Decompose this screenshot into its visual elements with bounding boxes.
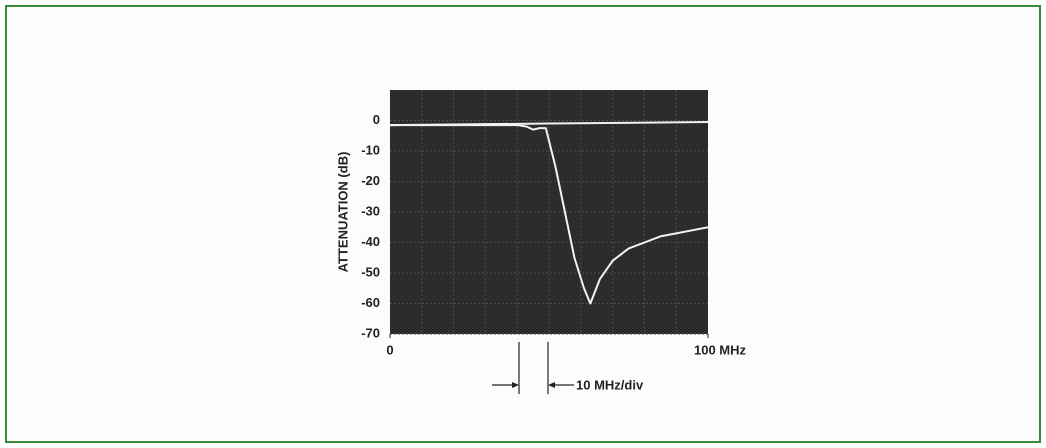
y-tick-label: -50 [361,264,380,279]
y-tick-label: -40 [361,234,380,249]
y-tick-label: -10 [361,142,380,157]
trace [390,124,709,305]
x-tick-label: 0 [386,342,393,357]
annotation: 10 MHz/div [576,377,644,392]
y-tick-label: -60 [361,295,380,310]
y-tick-label: -20 [361,173,380,188]
y-axis-label: ATTENUATION (dB) [335,152,350,273]
y-tick-label: -70 [361,325,380,340]
y-tick-label: 0 [373,112,380,127]
x-tick-label: 100 MHz [694,342,747,357]
y-tick-label: -30 [361,203,380,218]
division-marker [492,342,574,394]
graticule [421,90,677,334]
